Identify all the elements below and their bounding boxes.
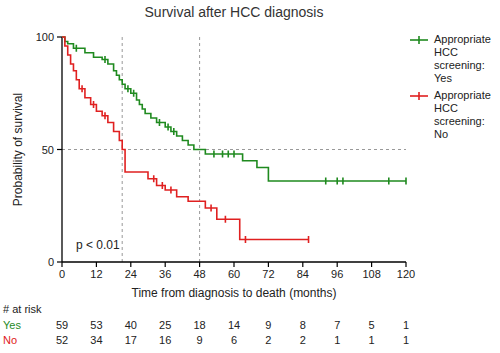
censor-mark — [167, 124, 169, 131]
x-tick-label: 84 — [297, 268, 309, 280]
risk-count: 59 — [56, 319, 68, 331]
risk-row-label: No — [3, 334, 17, 346]
risk-count: 2 — [265, 334, 271, 346]
risk-table-title: # at risk — [3, 303, 42, 315]
y-tick — [57, 149, 62, 150]
risk-count: 2 — [300, 334, 306, 346]
y-tick — [57, 36, 62, 37]
x-axis-label: Time from diagnosis to death (months) — [132, 286, 337, 300]
x-tick-label: 24 — [125, 268, 137, 280]
risk-count: 5 — [369, 319, 375, 331]
risk-count: 18 — [193, 319, 205, 331]
risk-count: 9 — [197, 334, 203, 346]
x-tick-label: 0 — [59, 268, 65, 280]
censor-mark — [127, 85, 129, 92]
risk-count: 52 — [56, 334, 68, 346]
censor-mark — [173, 128, 175, 135]
x-tick-label: 12 — [90, 268, 102, 280]
censor-mark — [342, 178, 344, 185]
censor-mark — [133, 90, 135, 97]
risk-count: 53 — [90, 319, 102, 331]
x-tick — [371, 262, 372, 267]
y-tick-label: 50 — [42, 144, 54, 156]
censor-mark — [210, 205, 212, 212]
censor-mark — [76, 45, 78, 52]
censor-mark — [222, 151, 224, 158]
x-tick — [337, 262, 338, 267]
censor-mark — [308, 236, 310, 243]
risk-count: 16 — [159, 334, 171, 346]
risk-count: 6 — [231, 334, 237, 346]
x-tick — [199, 262, 200, 267]
censor-mark — [325, 178, 327, 185]
risk-count: 1 — [403, 334, 409, 346]
risk-count: 8 — [300, 319, 306, 331]
risk-count: 1 — [403, 319, 409, 331]
x-tick — [268, 262, 269, 267]
censor-mark — [213, 151, 215, 158]
risk-count: 25 — [159, 319, 171, 331]
legend-label: Appropriate HCC screening: No — [434, 89, 500, 141]
censor-mark — [405, 178, 407, 185]
x-tick-label: 60 — [228, 268, 240, 280]
x-tick — [302, 262, 303, 267]
x-tick-label: 36 — [159, 268, 171, 280]
x-tick-label: 108 — [362, 268, 380, 280]
title: Survival after HCC diagnosis — [145, 4, 324, 20]
risk-count: 1 — [369, 334, 375, 346]
x-tick — [130, 262, 131, 267]
survival-line — [62, 37, 406, 181]
censor-mark — [159, 119, 161, 126]
censor-mark — [245, 236, 247, 243]
censor-mark — [104, 112, 106, 119]
censor-mark — [227, 151, 229, 158]
censor-mark — [104, 56, 106, 63]
risk-count: 17 — [125, 334, 137, 346]
x-tick-label: 120 — [397, 268, 415, 280]
y-tick-label: 100 — [36, 31, 54, 43]
x-tick — [165, 262, 166, 267]
censor-mark — [336, 178, 338, 185]
annotation: p < 0.01 — [76, 238, 120, 252]
censor-mark — [81, 85, 83, 92]
risk-count: 34 — [90, 334, 102, 346]
censor-mark — [170, 187, 172, 194]
y-tick — [57, 261, 62, 262]
survival-line — [62, 37, 309, 240]
x-tick — [61, 262, 62, 267]
y-tick-label: 0 — [48, 256, 54, 268]
risk-row-label: Yes — [3, 319, 21, 331]
x-tick — [233, 262, 234, 267]
x-tick — [405, 262, 406, 267]
risk-count: 9 — [265, 319, 271, 331]
y-axis-label: Probability of survival — [11, 93, 25, 206]
chart: Survival after HCC diagnosis Probability … — [0, 0, 500, 353]
legend-swatch — [418, 36, 420, 44]
censor-mark — [388, 178, 390, 185]
plot-area — [62, 37, 406, 243]
censor-mark — [153, 175, 155, 182]
legend-label: Appropriate HCC screening: Yes — [434, 33, 500, 85]
censor-mark — [225, 216, 227, 223]
reference-line — [62, 149, 406, 150]
x-tick — [96, 262, 97, 267]
risk-count: 7 — [334, 319, 340, 331]
censor-mark — [162, 182, 164, 189]
censor-mark — [233, 151, 235, 158]
risk-count: 1 — [334, 334, 340, 346]
risk-count: 14 — [228, 319, 240, 331]
x-tick-label: 96 — [331, 268, 343, 280]
x-tick-label: 48 — [193, 268, 205, 280]
censor-mark — [93, 101, 95, 108]
x-tick-label: 72 — [262, 268, 274, 280]
risk-count: 40 — [125, 319, 137, 331]
legend-swatch — [418, 92, 420, 100]
